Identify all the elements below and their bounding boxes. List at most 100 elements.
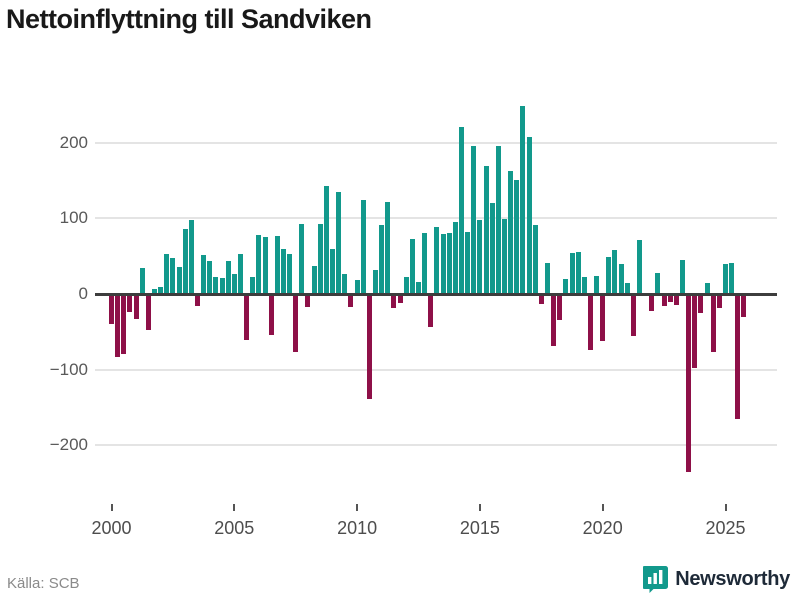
bar-2019-q1 [575, 252, 581, 294]
bar-2012-q1 [403, 276, 409, 294]
bar-2008-q1 [305, 294, 311, 307]
bar-2009-q2 [336, 191, 342, 294]
bar-2000-q2 [115, 294, 121, 357]
bar-2018-q4 [569, 253, 575, 294]
bar-2003-q1 [182, 228, 188, 294]
bar-2021-q1 [624, 283, 630, 294]
bar-2016-q2 [508, 170, 514, 294]
x-axis-label: 2015 [459, 518, 500, 538]
bar-2017-q4 [544, 262, 550, 294]
bar-2017-q3 [538, 294, 544, 304]
bar-2005-q3 [244, 294, 250, 341]
bar-2025-q4 [741, 294, 747, 317]
bar-2024-q1 [698, 294, 704, 313]
bar-2015-q3 [489, 203, 495, 294]
bar-2022-q3 [661, 294, 667, 307]
brand-name: Newsworthy [675, 568, 790, 590]
bar-2020-q4 [618, 263, 624, 294]
bar-2022-q1 [649, 294, 655, 311]
bar-2007-q3 [293, 294, 299, 353]
bar-2009-q3 [342, 274, 348, 294]
bar-2006-q1 [256, 234, 262, 294]
bar-2019-q4 [594, 275, 600, 294]
bar-2023-q4 [692, 294, 698, 369]
bar-2022-q4 [667, 294, 673, 303]
bar-2013-q1 [428, 294, 434, 327]
bar-2005-q1 [231, 273, 237, 294]
bar-2004-q4 [225, 261, 231, 294]
x-axis-label: 2000 [91, 518, 132, 538]
bar-2014-q4 [471, 145, 477, 294]
bar-2003-q2 [188, 219, 194, 294]
bar-2013-q3 [440, 234, 446, 294]
bar-2014-q1 [452, 222, 458, 294]
bar-2019-q3 [587, 294, 593, 351]
gridline-y--100 [95, 368, 777, 371]
bar-2012-q3 [416, 281, 421, 294]
x-axis-label: 2005 [214, 518, 255, 538]
bar-2004-q2 [213, 277, 219, 294]
bar-2012-q4 [422, 232, 428, 294]
bar-2010-q4 [373, 269, 379, 294]
bar-2002-q1 [158, 287, 164, 294]
bar-2025-q2 [729, 262, 735, 294]
bar-2011-q4 [397, 294, 403, 304]
x-tick-2005 [233, 504, 236, 511]
bar-2012-q2 [409, 239, 415, 294]
bar-2010-q2 [360, 200, 366, 294]
bar-2009-q1 [330, 249, 336, 294]
bar-2020-q3 [612, 250, 618, 294]
bar-2020-q1 [600, 294, 606, 341]
bar-2010-q3 [366, 294, 372, 400]
bar-2025-q1 [723, 263, 728, 294]
bar-2017-q2 [532, 225, 538, 294]
bar-2022-q2 [655, 272, 661, 294]
y-axis-label: −200 [49, 435, 88, 455]
x-tick-2015 [478, 504, 481, 511]
bar-2005-q2 [237, 253, 243, 294]
bar-2004-q1 [207, 260, 213, 294]
bar-2025-q3 [735, 294, 741, 419]
bar-2021-q3 [637, 240, 643, 294]
gridline-y-100 [95, 217, 777, 220]
bar-2013-q4 [446, 232, 452, 294]
bar-2011-q1 [379, 225, 385, 294]
bar-2001-q1 [133, 294, 139, 319]
bar-2006-q2 [262, 237, 268, 294]
bar-2007-q1 [280, 249, 286, 294]
bar-2014-q3 [465, 231, 471, 294]
x-tick-2025 [724, 504, 727, 511]
bar-2020-q2 [606, 256, 612, 294]
bar-2013-q2 [434, 227, 440, 294]
bar-2017-q1 [526, 137, 532, 294]
gridline-y-200 [95, 141, 777, 144]
bar-2015-q1 [477, 219, 483, 294]
x-axis-label: 2025 [705, 518, 746, 538]
bar-2008-q3 [317, 224, 323, 294]
bar-2010-q1 [354, 280, 360, 294]
bar-2024-q2 [704, 283, 710, 294]
bar-2002-q4 [176, 266, 182, 294]
source-note: Källa: SCB [7, 575, 80, 592]
x-tick-2010 [356, 504, 359, 511]
brand-lockup: Newsworthy [642, 566, 790, 593]
chart-title: Nettoinflyttning till Sandviken [6, 4, 372, 34]
bar-2016-q3 [514, 180, 520, 294]
bar-2006-q4 [274, 235, 280, 294]
zero-axis-line [95, 292, 777, 296]
bar-2011-q2 [385, 202, 391, 294]
bar-2009-q4 [348, 294, 354, 307]
bar-2015-q2 [483, 166, 489, 294]
bar-2023-q2 [680, 259, 686, 294]
newsworthy-logo-icon [642, 566, 669, 593]
gridline-y--200 [95, 444, 777, 447]
bar-2000-q1 [109, 294, 114, 325]
x-axis-label: 2020 [582, 518, 623, 538]
x-axis-label: 2010 [337, 518, 378, 538]
bar-2008-q4 [323, 185, 329, 294]
bar-2002-q2 [164, 253, 170, 294]
bar-2018-q1 [551, 294, 557, 347]
bar-2016-q4 [520, 105, 526, 294]
bar-2001-q4 [151, 288, 157, 294]
